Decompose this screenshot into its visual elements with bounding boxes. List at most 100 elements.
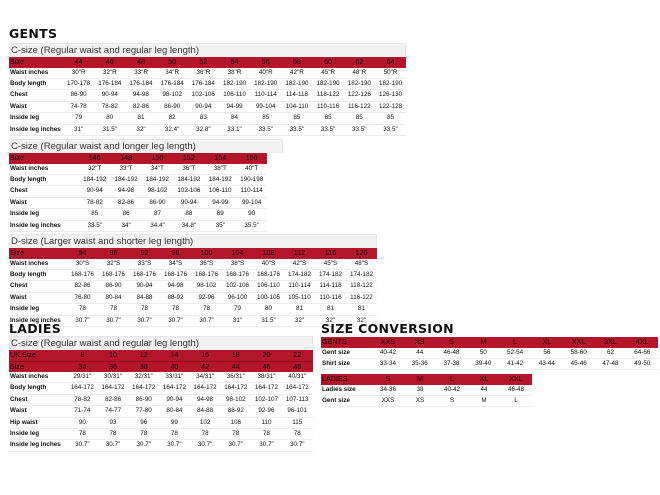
table-cell: 90	[67, 417, 98, 430]
spacer-cell	[69, 197, 79, 210]
table-cell: 90	[235, 208, 268, 221]
table-cell: 42"R	[281, 67, 313, 79]
table-row: Waist inches 30"R 32"R 33"R 34"R 36"R 38"R 40"R…	[9, 67, 407, 79]
row-label: Size	[9, 360, 68, 372]
table-cell: 98-102	[141, 185, 174, 198]
table-cell: 148	[110, 153, 142, 164]
table-cell: 118-122	[312, 89, 344, 102]
row-label: Inside leg inches	[9, 439, 68, 452]
table-cell: 168-176	[253, 269, 284, 282]
table-cell: 35"	[204, 220, 236, 232]
size-header-row: Size 44 46 48 50 52 54 56 58 60 62 64	[9, 57, 407, 68]
table-cell: 122-126	[343, 89, 375, 102]
table-cell: 79	[63, 112, 95, 125]
ladies-title: LADIES	[9, 321, 62, 336]
table-cell: 37-38	[435, 358, 468, 371]
ladies-c-regular-table: UK Size 8 10 12 14 16 18 20 22 Size 34 36 38 40 42 44 46…	[9, 350, 313, 452]
table-cell: 32"S	[98, 258, 129, 270]
table-cell: 33.5"	[374, 124, 407, 136]
table-cell: 116-122	[346, 292, 377, 305]
table-cell: 40"T	[235, 163, 268, 175]
table-cell: 102-106	[222, 280, 253, 293]
table-cell: 87	[141, 208, 174, 221]
table-cell: 156	[235, 153, 268, 164]
table-row: Gent size XXS XS S M L	[321, 395, 532, 408]
table-cell: 31.5"	[253, 315, 284, 327]
table-cell: 33.5"	[281, 124, 313, 136]
table-cell: 102-106	[173, 185, 205, 198]
table-cell: 50"R	[374, 67, 407, 79]
row-label: Waist	[9, 405, 68, 418]
table-cell: 81	[284, 303, 315, 316]
table-cell: 164-172	[220, 382, 252, 395]
table-cell: 164-172	[189, 382, 221, 395]
table-cell: 32"T	[79, 163, 111, 175]
ladies-c-regular-subtitle: C-size (Regular waist and regular leg le…	[9, 336, 313, 350]
table-cell: 90-94	[79, 185, 111, 198]
table-cell: 34	[67, 360, 98, 372]
table-cell: 80	[253, 303, 284, 316]
table-cell: 33"S	[129, 258, 160, 270]
table-cell: 34-36	[372, 384, 404, 396]
row-label: Body length	[9, 174, 69, 187]
table-cell: 94-98	[125, 89, 157, 102]
row-label: Waist	[9, 292, 67, 305]
table-cell: 120	[346, 248, 377, 259]
table-row: Inside leg inches 30.7" 30.7" 30.7" 30.7" 30.…	[9, 315, 377, 327]
table-row: Waist inches 32"T 33"T 34"T 36"T 38"T 40"T	[9, 163, 268, 175]
table-cell: 40/31"	[281, 372, 313, 384]
table-cell: 170-178	[63, 78, 95, 91]
table-cell: 110-114	[235, 185, 268, 198]
table-cell: 174-182	[315, 269, 346, 282]
table-cell: 52-54	[499, 347, 531, 359]
table-row: Inside leg 85 86 87 88 89 90	[9, 208, 268, 221]
table-cell: XXL	[562, 337, 595, 348]
table-cell: 80	[94, 112, 126, 125]
spacer-cell	[69, 153, 79, 164]
table-cell: 90-94	[173, 197, 205, 210]
table-cell: 34"S	[160, 258, 191, 270]
table-cell: XL	[530, 337, 563, 348]
row-label: Inside leg inches	[9, 124, 64, 136]
table-cell: 46	[251, 360, 282, 372]
table-cell: 74-78	[63, 101, 95, 114]
table-cell: XL	[468, 374, 500, 385]
table-cell: 50	[467, 347, 500, 359]
table-cell: 93	[97, 417, 129, 430]
table-row: Body length 164-172 164-172 164-172 164-172 1…	[9, 382, 313, 395]
table-cell: 78	[67, 303, 98, 316]
conversion-ladies-block: LADIES S M L XL XXL Ladies size 34-36 38 40-42 44 4…	[321, 374, 532, 408]
gents-c-longer-subtitle: C-size (Regular waist and longer leg len…	[9, 139, 283, 153]
row-label: Chest	[9, 89, 64, 102]
table-cell: 104	[222, 248, 253, 259]
table-row: Body length 184-192 184-192 184-192 184-192 1…	[9, 174, 268, 187]
table-row: Waist 71-74 74-77 77-80 80-84 84-88 88-92 92-96…	[9, 405, 313, 418]
table-row: Ladies size 34-36 38 40-42 44 46-48	[321, 384, 532, 396]
table-cell: 110-116	[315, 292, 346, 305]
table-cell: 184-192	[141, 174, 174, 187]
table-cell: 35.5"	[235, 220, 268, 232]
table-cell: 82-86	[110, 197, 142, 210]
table-cell: 176-184	[94, 78, 126, 91]
table-cell: 90-94	[187, 101, 219, 114]
table-cell: 30.7"	[220, 439, 252, 452]
row-label: Inside leg	[9, 112, 64, 125]
table-cell: 82-86	[125, 101, 157, 114]
table-row: Inside leg 78 78 78 78 78 79 80 81 81 81	[9, 303, 377, 316]
table-cell: 38"R	[218, 67, 251, 79]
table-cell: 168-176	[67, 269, 98, 282]
table-cell: 43-44	[530, 358, 563, 371]
table-cell: 78	[220, 428, 252, 441]
table-cell: 82	[156, 112, 188, 125]
table-cell: 34.4"	[141, 220, 174, 232]
table-cell: 36"T	[173, 163, 205, 175]
table-cell: 10	[97, 350, 129, 361]
table-cell: 12	[128, 350, 160, 361]
table-cell: 45"R	[312, 67, 344, 79]
table-cell: 184-192	[173, 174, 205, 187]
table-cell: 182-190	[281, 78, 313, 91]
table-cell: 78	[281, 428, 313, 441]
table-cell: 86-90	[63, 89, 95, 102]
table-cell: 64	[374, 57, 407, 68]
row-label: Waist	[9, 101, 64, 114]
